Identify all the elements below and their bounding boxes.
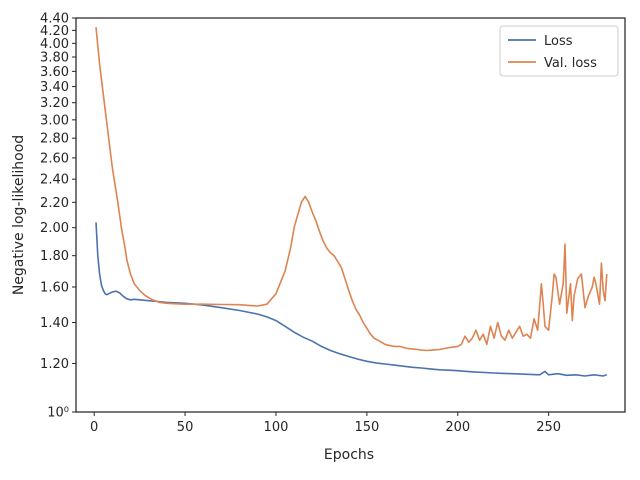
y-tick-label: 2.40 [40, 173, 69, 188]
y-tick-label: 1.40 [40, 316, 69, 331]
y-tick-label: 3.80 [40, 50, 69, 65]
y-tick-label: 1.80 [40, 249, 69, 264]
y-tick-label: 3.00 [40, 113, 69, 128]
legend: Loss Val. loss [499, 25, 619, 77]
y-axis-label: Negative log-likelihood [11, 135, 27, 295]
y-tick-label: 2.80 [40, 132, 69, 147]
series-line-1 [95, 27, 608, 352]
y-tick-label: 10⁰ [47, 406, 69, 421]
y-tick-label: 3.20 [40, 96, 69, 111]
x-tick-label: 50 [177, 420, 194, 435]
y-tick-label: 1.60 [40, 281, 69, 296]
y-tick-label: 2.20 [40, 196, 69, 211]
y-tick-label: 4.20 [40, 24, 69, 39]
x-axis-label: Epochs [324, 447, 374, 463]
legend-label: Val. loss [544, 56, 597, 71]
x-tick-label: 200 [445, 420, 470, 435]
y-tick-label: 2.60 [40, 151, 69, 166]
x-tick-label: 150 [354, 420, 379, 435]
y-tick-label: 3.40 [40, 80, 69, 95]
plot-area [95, 27, 608, 377]
y-tick-label: 4.00 [40, 37, 69, 52]
y-tick-label: 4.40 [40, 12, 69, 27]
y-tick-label: 3.60 [40, 65, 69, 80]
x-tick-label: 0 [90, 420, 98, 435]
y-tick-label: 1.20 [40, 357, 69, 372]
legend-box [499, 25, 619, 77]
plot-frame [75, 17, 626, 413]
series-line-0 [95, 222, 608, 377]
axes: 0 50 100 150 200 250 10⁰ 1.20 1.40 1.60 1.80 2.00 2.… [40, 12, 626, 435]
y-tick-label: 2.00 [40, 221, 69, 236]
x-tick-label: 100 [264, 420, 289, 435]
x-tick-label: 250 [536, 420, 561, 435]
legend-label: Loss [544, 34, 573, 49]
